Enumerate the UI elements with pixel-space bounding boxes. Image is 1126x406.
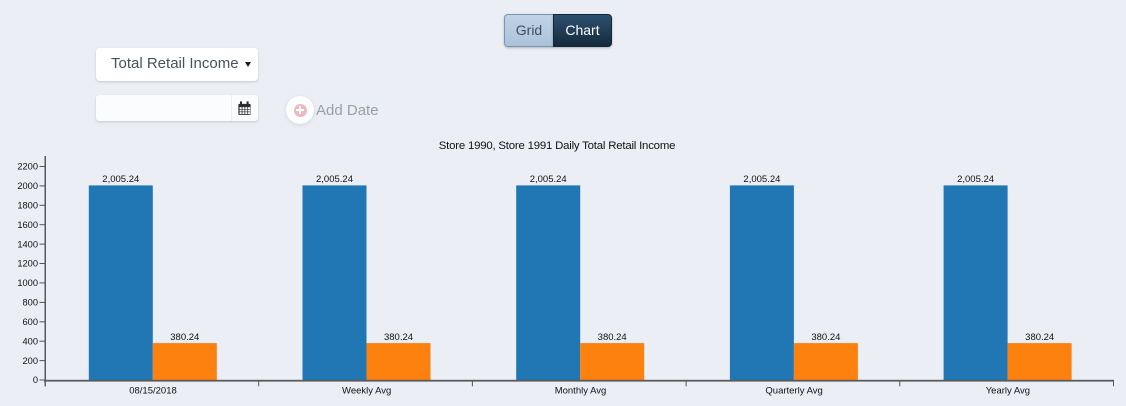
svg-text:1400: 1400 — [17, 239, 38, 249]
svg-text:1600: 1600 — [17, 220, 38, 230]
svg-text:400: 400 — [22, 336, 38, 346]
svg-text:800: 800 — [22, 298, 38, 308]
svg-text:Yearly Avg: Yearly Avg — [986, 386, 1030, 397]
svg-text:2200: 2200 — [17, 162, 38, 172]
svg-text:380.24: 380.24 — [170, 332, 199, 343]
svg-text:2,005.24: 2,005.24 — [743, 174, 780, 185]
svg-text:Quarterly Avg: Quarterly Avg — [765, 386, 822, 397]
svg-text:08/15/2018: 08/15/2018 — [129, 386, 177, 397]
svg-text:600: 600 — [22, 317, 38, 327]
svg-text:Weekly Avg: Weekly Avg — [342, 386, 391, 397]
svg-text:1800: 1800 — [17, 201, 38, 211]
svg-text:380.24: 380.24 — [598, 332, 627, 343]
svg-text:2,005.24: 2,005.24 — [530, 174, 567, 185]
svg-text:1000: 1000 — [17, 278, 38, 288]
svg-text:200: 200 — [22, 356, 38, 366]
svg-text:380.24: 380.24 — [384, 332, 413, 343]
svg-text:2000: 2000 — [17, 181, 38, 191]
svg-text:0: 0 — [33, 375, 38, 385]
svg-text:1200: 1200 — [17, 259, 38, 269]
svg-text:2,005.24: 2,005.24 — [102, 174, 139, 185]
svg-text:2,005.24: 2,005.24 — [316, 174, 353, 185]
svg-text:Monthly Avg: Monthly Avg — [555, 386, 607, 397]
svg-text:380.24: 380.24 — [811, 332, 840, 343]
svg-text:380.24: 380.24 — [1025, 332, 1054, 343]
svg-text:Store 1990, Store 1991 Daily T: Store 1990, Store 1991 Daily Total Retai… — [439, 140, 676, 152]
svg-text:2,005.24: 2,005.24 — [957, 174, 994, 185]
